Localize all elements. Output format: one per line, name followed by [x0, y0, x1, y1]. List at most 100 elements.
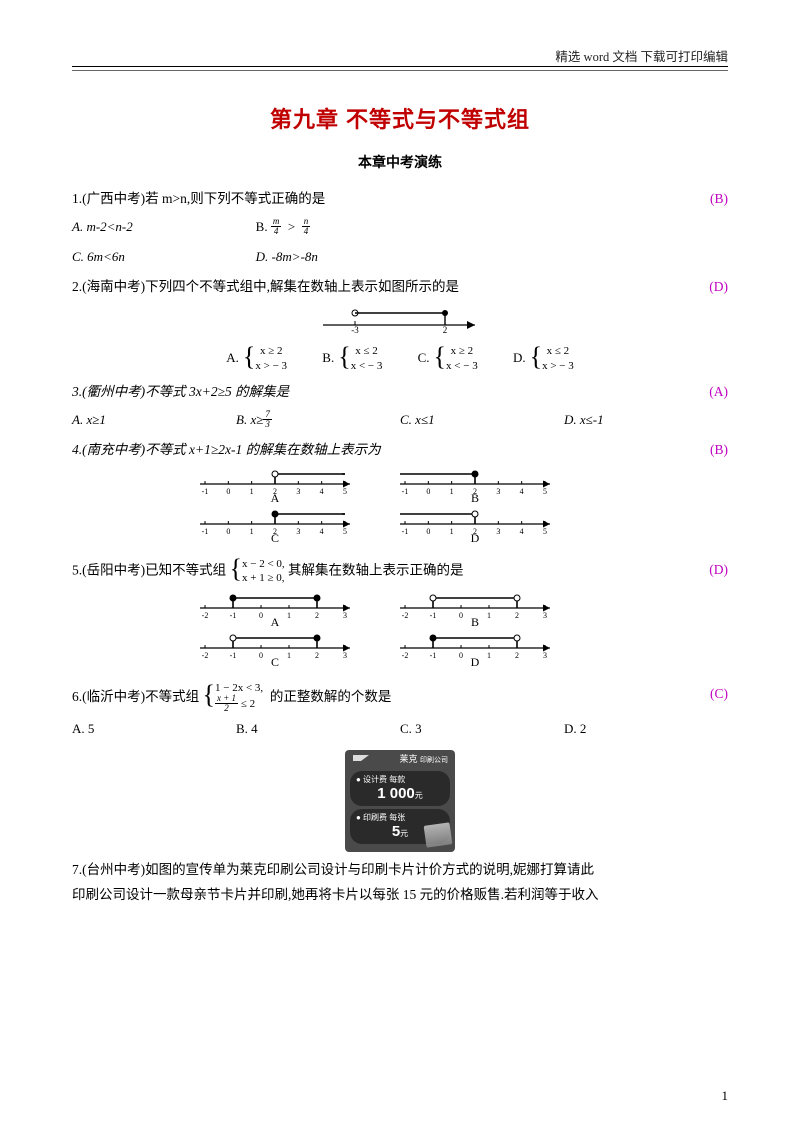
svg-text:2: 2 [515, 651, 519, 660]
svg-text:1: 1 [287, 651, 291, 660]
svg-text:2: 2 [315, 611, 319, 620]
subtitle: 本章中考演练 [72, 152, 728, 172]
q6-answer: (C) [710, 681, 728, 707]
q3-text: 3.(衢州中考)不等式 3x+2≥5 的解集是 [72, 379, 689, 405]
svg-text:0: 0 [426, 487, 430, 496]
svg-text:0: 0 [459, 651, 463, 660]
svg-text:1: 1 [487, 651, 491, 660]
q2-opt-d: D.{x ≤ 2x > − 3 [513, 344, 574, 373]
svg-text:1: 1 [250, 527, 254, 536]
top-rule [72, 66, 728, 67]
q2-answer: (D) [709, 274, 728, 300]
page-number: 1 [722, 1088, 729, 1104]
q4-text: 4.(南充中考)不等式 x+1≥2x-1 的解集在数轴上表示为 [72, 437, 690, 463]
svg-text:2: 2 [315, 651, 319, 660]
svg-text:3: 3 [343, 651, 347, 660]
q1-opt-a: A. m-2<n-2 [72, 214, 256, 240]
svg-text:3: 3 [496, 527, 500, 536]
q7-line2: 印刷公司设计一款母亲节卡片并印刷,她再将卡片以每张 15 元的价格贩售.若利润等… [72, 883, 728, 908]
svg-text:A: A [271, 615, 280, 629]
q3-opt-c: C. x≤1 [400, 407, 564, 433]
svg-text:-1: -1 [430, 651, 437, 660]
svg-text:4: 4 [520, 527, 524, 536]
svg-text:5: 5 [543, 527, 547, 536]
svg-text:0: 0 [226, 487, 230, 496]
q2-opt-b: B.{x ≤ 2x < − 3 [322, 344, 382, 373]
q2-opt-c: C.{x ≥ 2x < − 3 [418, 344, 478, 373]
svg-text:1: 1 [250, 487, 254, 496]
svg-text:-2: -2 [402, 651, 409, 660]
svg-text:-1: -1 [402, 487, 409, 496]
svg-text:4: 4 [520, 487, 524, 496]
svg-text:5: 5 [343, 487, 347, 496]
q4-answer: (B) [710, 437, 728, 463]
svg-text:C: C [271, 531, 279, 545]
svg-text:-1: -1 [202, 487, 209, 496]
svg-text:D: D [471, 531, 480, 545]
q3-opt-d: D. x≤-1 [564, 407, 728, 433]
svg-text:4: 4 [320, 487, 324, 496]
svg-text:D: D [471, 655, 480, 669]
svg-text:2: 2 [515, 611, 519, 620]
q1-opts-row2: C. 6m<6n D. -8m>-8n [72, 244, 728, 270]
svg-text:-2: -2 [202, 611, 209, 620]
q7-line1: 7.(台州中考)如图的宣传单为莱克印刷公司设计与印刷卡片计价方式的说明,妮娜打算… [72, 858, 728, 883]
q6-opt-a: A. 5 [72, 716, 236, 742]
svg-text:0: 0 [226, 527, 230, 536]
q5-numlines: -2-10123A-2-10123B-2-10123C-2-10123D [72, 590, 728, 677]
svg-text:3: 3 [296, 487, 300, 496]
q6-options: A. 5 B. 4 C. 3 D. 2 [72, 716, 728, 742]
q1-answer: (B) [710, 186, 728, 212]
svg-text:-1: -1 [430, 611, 437, 620]
svg-text:3: 3 [343, 611, 347, 620]
q1-opts-row1: A. m-2<n-2 B. m4 > n4 [72, 214, 728, 240]
q4-numlines: -1012345A-1012345B-1012345C-1012345D [72, 466, 728, 553]
q3-options: A. x≥1 B. x≥73 C. x≤1 D. x≤-1 [72, 407, 728, 433]
q5: 5.(岳阳中考)已知不等式组 {x − 2 < 0,x + 1 ≥ 0, 其解集… [72, 557, 728, 586]
svg-text:1: 1 [487, 611, 491, 620]
q6-text: 6.(临沂中考)不等式组 { 1 − 2x < 3, x + 12 ≤ 2 的正… [72, 681, 690, 714]
q6-opt-d: D. 2 [564, 716, 728, 742]
svg-text:0: 0 [259, 651, 263, 660]
q7-poster: 莱克 印刷公司 ● 设计费 每款 1 000元 ● 印刷费 每张 5元 [72, 750, 728, 852]
q2-options: A.{x ≥ 2x > − 3 B.{x ≤ 2x < − 3 C.{x ≥ 2… [72, 344, 728, 373]
svg-text:4: 4 [320, 527, 324, 536]
q1-opt-c: C. 6m<6n [72, 244, 256, 270]
svg-text:3: 3 [543, 651, 547, 660]
q1-text: 1.(广西中考)若 m>n,则下列不等式正确的是 [72, 186, 690, 212]
svg-text:5: 5 [343, 527, 347, 536]
q3-opt-a: A. x≥1 [72, 407, 236, 433]
svg-text:-2: -2 [402, 611, 409, 620]
svg-text:2: 2 [443, 325, 448, 333]
doc-header: 精选 word 文档 下载可打印编辑 [555, 46, 728, 65]
svg-text:1: 1 [450, 527, 454, 536]
svg-text:-3: -3 [351, 325, 359, 333]
q6-opt-c: C. 3 [400, 716, 564, 742]
svg-text:3: 3 [543, 611, 547, 620]
svg-text:A: A [271, 491, 280, 505]
svg-text:0: 0 [459, 611, 463, 620]
svg-text:1: 1 [450, 487, 454, 496]
q3-opt-b: B. x≥73 [236, 407, 400, 433]
q2: 2.(海南中考)下列四个不等式组中,解集在数轴上表示如图所示的是 (D) [72, 274, 728, 300]
svg-text:B: B [471, 491, 479, 505]
q3-answer: (A) [709, 379, 728, 405]
svg-text:0: 0 [259, 611, 263, 620]
svg-text:-1: -1 [230, 651, 237, 660]
q1: 1.(广西中考)若 m>n,则下列不等式正确的是 (B) [72, 186, 728, 212]
svg-text:-1: -1 [402, 527, 409, 536]
svg-text:5: 5 [543, 487, 547, 496]
svg-text:1: 1 [287, 611, 291, 620]
q2-numberline: -3 2 [72, 303, 728, 338]
svg-text:-2: -2 [202, 651, 209, 660]
q5-text: 5.(岳阳中考)已知不等式组 {x − 2 < 0,x + 1 ≥ 0, 其解集… [72, 557, 689, 586]
svg-text:3: 3 [496, 487, 500, 496]
q6: 6.(临沂中考)不等式组 { 1 − 2x < 3, x + 12 ≤ 2 的正… [72, 681, 728, 714]
svg-text:C: C [271, 655, 279, 669]
svg-text:0: 0 [426, 527, 430, 536]
svg-text:3: 3 [296, 527, 300, 536]
q3: 3.(衢州中考)不等式 3x+2≥5 的解集是 (A) [72, 379, 728, 405]
q2-opt-a: A.{x ≥ 2x > − 3 [226, 344, 287, 373]
q5-answer: (D) [709, 557, 728, 583]
q2-text: 2.(海南中考)下列四个不等式组中,解集在数轴上表示如图所示的是 [72, 274, 689, 300]
